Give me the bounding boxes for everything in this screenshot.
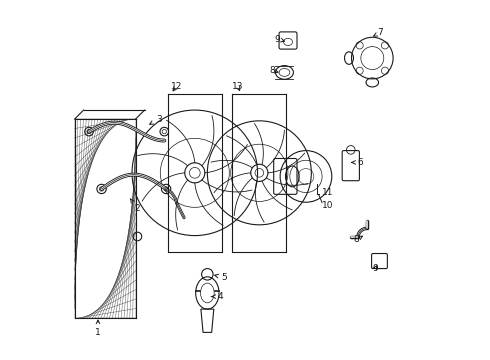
Text: 5: 5	[215, 273, 227, 282]
Text: 12: 12	[171, 82, 182, 91]
Text: 8: 8	[269, 66, 278, 75]
Text: 7: 7	[373, 28, 383, 37]
Text: 11: 11	[322, 188, 334, 197]
Text: 4: 4	[212, 292, 223, 301]
Text: 8: 8	[353, 235, 363, 244]
Text: 9: 9	[274, 35, 285, 44]
Text: 2: 2	[130, 199, 140, 213]
Text: 3: 3	[150, 114, 162, 124]
Text: 13: 13	[232, 82, 244, 91]
Text: 10: 10	[322, 201, 334, 210]
Text: 9: 9	[372, 265, 378, 274]
Text: 1: 1	[95, 320, 101, 337]
Text: 6: 6	[352, 158, 364, 167]
